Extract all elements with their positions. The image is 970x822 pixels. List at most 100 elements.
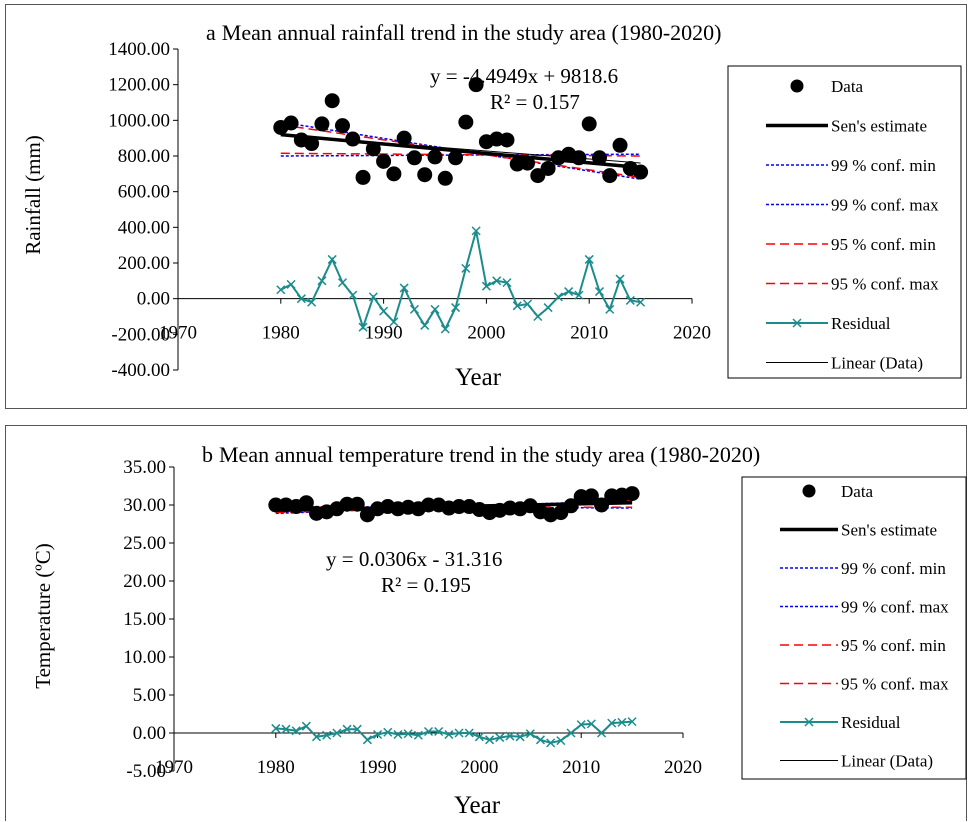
residual-marker [451, 303, 461, 313]
data-point [427, 149, 443, 165]
data-point [298, 495, 314, 511]
residual-marker [574, 290, 584, 300]
y-axis-label: Rainfall (mm) [21, 135, 45, 255]
legend-label: Sen's estimate [831, 117, 927, 136]
residual-marker [276, 285, 286, 295]
legend-label: 99 % conf. min [841, 559, 946, 578]
x-tick-label: 2020 [673, 323, 711, 344]
residual-marker [307, 297, 317, 307]
y-tick-label: -5.00 [126, 761, 166, 782]
panel-letter: b [202, 442, 213, 467]
residual-marker [271, 723, 281, 733]
legend-label: Sen's estimate [841, 521, 937, 540]
residual-marker [464, 728, 474, 738]
residual-marker [368, 292, 378, 302]
residual-marker [481, 281, 491, 291]
residual-marker [296, 294, 306, 304]
x-tick-label: 1990 [365, 323, 403, 344]
data-point [602, 168, 618, 184]
residual-marker [586, 719, 596, 729]
residual-marker [420, 320, 430, 330]
residual-marker [327, 254, 337, 264]
residual-marker [454, 728, 464, 738]
residual-marker [379, 306, 389, 316]
residual-marker [373, 729, 383, 740]
legend-item-95-conf-max: 95 % conf. max [766, 275, 939, 294]
data-point [520, 155, 536, 171]
data-point [355, 169, 371, 185]
chart-title: b Mean annual temperature trend in the st… [202, 442, 760, 467]
legend-label: Data [831, 77, 864, 96]
legend-swatch [802, 484, 816, 498]
data-point [304, 136, 320, 152]
residual-marker [576, 720, 586, 730]
residual-marker [495, 733, 505, 743]
r-squared: R² = 0.157 [490, 90, 580, 114]
residual-marker [485, 735, 495, 745]
residual-marker [403, 729, 413, 739]
data-point [314, 116, 330, 132]
x-tick-label: 1970 [159, 323, 197, 344]
data-point [458, 114, 474, 130]
axes: -5.00 0.00 5.00 10.00 15.00 20.00 25.00 30.00 35… [123, 457, 702, 782]
plot-area [268, 486, 640, 748]
residual-marker [512, 301, 522, 311]
residual-marker [566, 728, 576, 738]
x-tick-label: 2010 [570, 323, 608, 344]
residual-marker [409, 304, 419, 314]
x-tick-label: 2000 [460, 757, 498, 778]
series-residual [276, 226, 646, 334]
residual-marker [546, 738, 556, 748]
data-point [437, 170, 453, 186]
residual-marker [399, 283, 409, 293]
residual-marker [348, 290, 358, 300]
data-point [583, 488, 599, 504]
x-tick-label: 2000 [467, 323, 505, 344]
y-tick-label: 0.00 [137, 289, 170, 310]
residual-marker [605, 304, 615, 314]
legend-item-95-conf-min: 95 % conf. min [780, 636, 946, 655]
chart-panel-rainfall: a Mean annual rainfall trend in the study… [5, 4, 967, 409]
x-axis-label: Year [455, 364, 502, 391]
residual-marker [291, 726, 301, 736]
residual-marker [286, 279, 296, 289]
residual-marker [525, 729, 535, 739]
residual-marker [522, 299, 533, 309]
residual-marker [515, 732, 525, 742]
series-sen-s-estimate [275, 500, 633, 513]
y-tick-label: 1200.00 [108, 75, 170, 96]
legend-marker [792, 318, 802, 328]
legend-label: 95 % conf. min [841, 636, 946, 655]
x-tick-label: 2020 [664, 757, 702, 778]
legend-label: 99 % conf. max [831, 196, 939, 215]
residual-marker [505, 731, 515, 741]
residual-marker [535, 735, 546, 745]
legend-item-sen-s-estimate: Sen's estimate [780, 521, 937, 540]
residual-marker [502, 278, 512, 288]
residual-marker [461, 263, 471, 273]
legend-item-99-conf-max: 99 % conf. max [766, 196, 939, 215]
residual-marker [474, 732, 484, 742]
residual-marker [636, 297, 646, 307]
y-tick-label: 400.00 [118, 217, 170, 238]
legend-item-sen-s-estimate: Sen's estimate [766, 117, 927, 136]
legend-label: 99 % conf. min [831, 156, 936, 175]
chart-title: a Mean annual rainfall trend in the study… [206, 20, 721, 45]
x-tick-label: 1970 [155, 757, 193, 778]
legend-label: 99 % conf. max [841, 598, 949, 617]
series-sen-s-estimate [280, 132, 641, 170]
legend: Data Sen's estimate 99 % conf. min 99 % con… [741, 476, 967, 780]
residual-marker [362, 735, 372, 745]
legend-item-data: Data [802, 482, 874, 501]
series-95-conf-max [280, 124, 641, 179]
legend-item-95-conf-max: 95 % conf. max [780, 675, 949, 694]
residual-marker [627, 717, 637, 727]
residual-marker [430, 304, 440, 314]
residual-marker [332, 728, 342, 738]
data-point [612, 137, 628, 153]
legend-label: Linear (Data) [841, 752, 933, 771]
y-tick-label: 35.00 [123, 457, 166, 478]
y-axis-label: Temperature (ºC) [31, 543, 55, 689]
rainfall-chart-svg: a Mean annual rainfall trend in the study… [21, 20, 962, 391]
temperature-chart-svg: b Mean annual temperature trend in the st… [31, 442, 967, 819]
